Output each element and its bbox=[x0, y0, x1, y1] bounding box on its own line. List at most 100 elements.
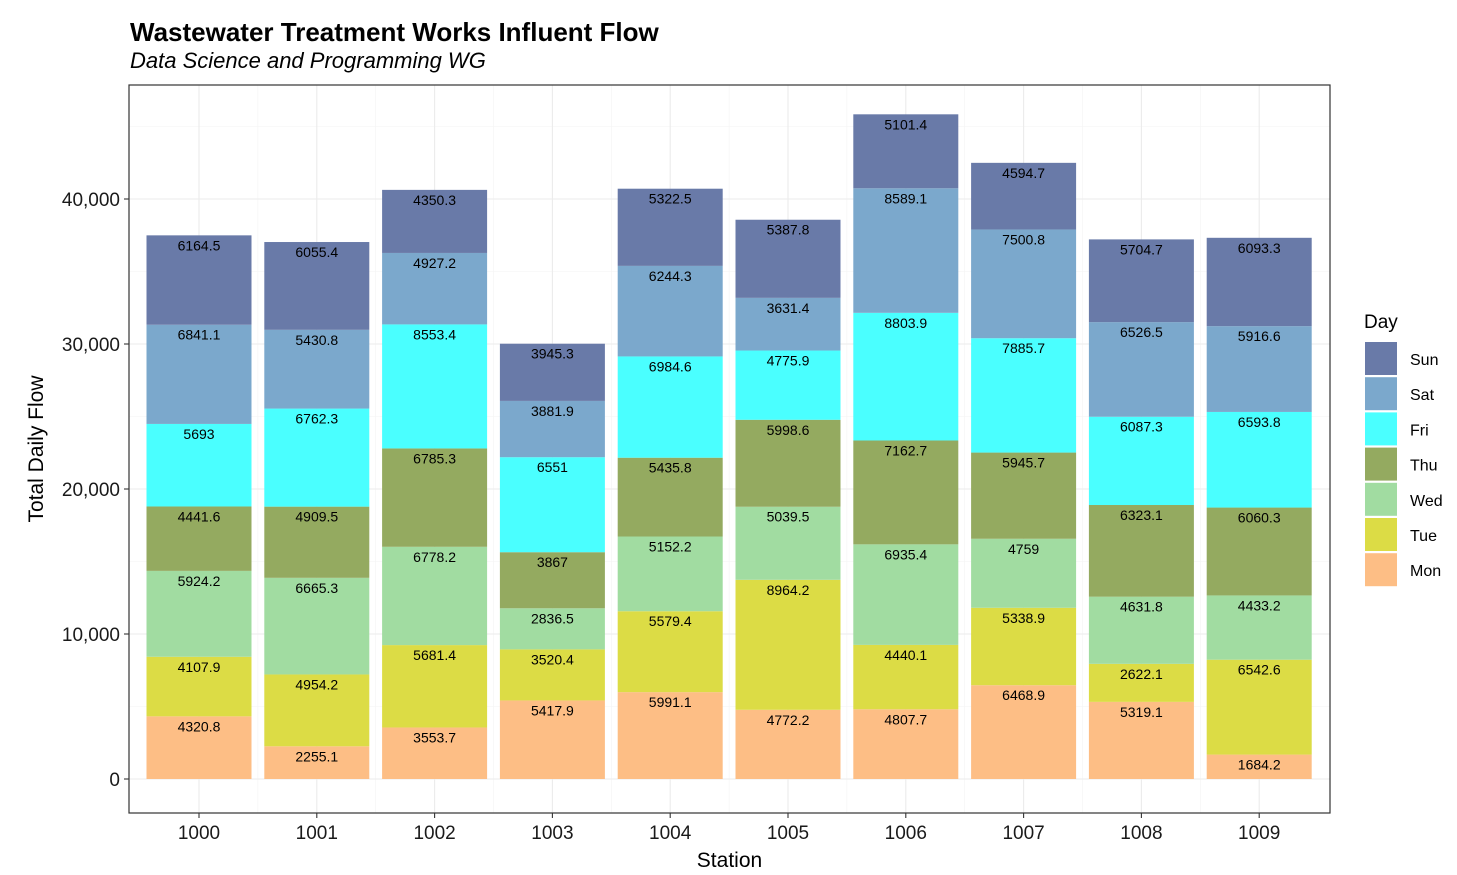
x-tick-label-1007: 1007 bbox=[1002, 823, 1044, 844]
data-label-mon-1002: 3553.7 bbox=[413, 729, 456, 745]
data-label-sat-1008: 6526.5 bbox=[1120, 324, 1163, 340]
data-label-sun-1000: 6164.5 bbox=[178, 237, 221, 253]
plot-panel-border bbox=[128, 84, 1331, 814]
legend-label-tue: Tue bbox=[1410, 528, 1437, 545]
x-tick-label-1003: 1003 bbox=[531, 823, 573, 844]
data-label-wed-1001: 6665.3 bbox=[295, 580, 338, 596]
bar-segment-wed-1003 bbox=[499, 608, 605, 650]
data-label-sat-1000: 6841.1 bbox=[178, 327, 221, 343]
bar-segment-sat-1000 bbox=[146, 324, 252, 424]
legend-label-wed: Wed bbox=[1410, 493, 1443, 510]
data-label-mon-1009: 1684.2 bbox=[1238, 757, 1281, 773]
legend-key-thu bbox=[1365, 447, 1397, 481]
bar-segment-mon-1008 bbox=[1088, 701, 1194, 779]
bar-segment-sat-1006 bbox=[853, 188, 959, 313]
bar-segment-sun-1009 bbox=[1206, 237, 1312, 327]
bar-segment-sat-1001 bbox=[264, 329, 370, 409]
data-label-tue-1002: 5681.4 bbox=[413, 647, 456, 663]
data-label-wed-1004: 5152.2 bbox=[649, 539, 692, 555]
data-label-wed-1009: 4433.2 bbox=[1238, 597, 1281, 613]
y-axis-title: Total Daily Flow bbox=[25, 375, 48, 523]
bar-segment-mon-1000 bbox=[146, 716, 252, 779]
x-tick-label-1004: 1004 bbox=[649, 823, 692, 844]
data-label-wed-1007: 4759 bbox=[1008, 541, 1039, 557]
data-label-mon-1004: 5991.1 bbox=[649, 694, 692, 710]
data-label-wed-1006: 6935.4 bbox=[884, 546, 927, 562]
data-label-sat-1009: 5916.6 bbox=[1238, 328, 1281, 344]
data-label-thu-1004: 5435.8 bbox=[649, 460, 692, 476]
y-tick-label: 40,000 bbox=[62, 190, 120, 211]
data-label-mon-1005: 4772.2 bbox=[767, 712, 810, 728]
bar-segment-fri-1005 bbox=[735, 350, 841, 420]
bar-segment-sat-1009 bbox=[1206, 326, 1312, 412]
data-label-mon-1008: 5319.1 bbox=[1120, 704, 1163, 720]
y-axis: 0 10,000 20,000 30,000 40,000 bbox=[62, 190, 129, 791]
bar-segment-mon-1003 bbox=[499, 700, 605, 779]
legend-key-sat bbox=[1365, 377, 1397, 411]
bar-segment-mon-1006 bbox=[853, 709, 959, 779]
data-label-thu-1007: 5945.7 bbox=[1002, 455, 1045, 471]
bar-segment-fri-1004 bbox=[617, 356, 723, 458]
bar-segment-thu-1004 bbox=[617, 457, 723, 537]
bar-segment-tue-1004 bbox=[617, 611, 723, 693]
bar-segment-wed-1008 bbox=[1088, 596, 1194, 664]
bar-segment-mon-1009 bbox=[1206, 754, 1312, 779]
data-label-thu-1000: 4441.6 bbox=[178, 508, 221, 524]
bar-segment-fri-1003 bbox=[499, 457, 605, 553]
bar-segment-fri-1001 bbox=[264, 408, 370, 507]
legend-label-thu: Thu bbox=[1410, 458, 1438, 475]
bar-segment-mon-1005 bbox=[735, 709, 841, 779]
bar-segment-sat-1003 bbox=[499, 400, 605, 458]
data-label-wed-1000: 5924.2 bbox=[178, 573, 221, 589]
bar-segment-sun-1001 bbox=[264, 242, 370, 330]
data-label-tue-1004: 5579.4 bbox=[649, 613, 692, 629]
data-label-thu-1003: 3867 bbox=[537, 554, 568, 570]
chart-subtitle: Data Science and Programming WG bbox=[130, 48, 486, 73]
bar-segment-wed-1006 bbox=[853, 544, 959, 645]
bar-segment-sun-1000 bbox=[146, 235, 252, 325]
bar-segment-thu-1001 bbox=[264, 506, 370, 578]
bar-segment-mon-1002 bbox=[382, 727, 488, 779]
data-label-fri-1000: 5693 bbox=[183, 426, 214, 442]
bar-segment-fri-1009 bbox=[1206, 411, 1312, 508]
bar-segment-sun-1008 bbox=[1088, 239, 1194, 323]
bar-segment-sun-1004 bbox=[617, 188, 723, 266]
data-label-thu-1002: 6785.3 bbox=[413, 450, 456, 466]
legend-label-sat: Sat bbox=[1410, 387, 1435, 404]
data-label-mon-1001: 2255.1 bbox=[295, 748, 338, 764]
x-tick-label-1009: 1009 bbox=[1238, 823, 1280, 844]
data-label-sun-1008: 5704.7 bbox=[1120, 241, 1163, 257]
data-label-sat-1002: 4927.2 bbox=[413, 255, 456, 271]
y-tick-label: 10,000 bbox=[62, 625, 120, 646]
data-label-sat-1001: 5430.8 bbox=[295, 332, 338, 348]
bar-segment-tue-1001 bbox=[264, 674, 370, 747]
data-label-tue-1005: 8964.2 bbox=[767, 582, 810, 598]
legend-title: Day bbox=[1364, 312, 1398, 333]
bar-segment-wed-1002 bbox=[382, 546, 488, 646]
data-label-thu-1008: 6323.1 bbox=[1120, 507, 1163, 523]
data-label-sun-1007: 4594.7 bbox=[1002, 165, 1045, 181]
chart-title: Wastewater Treatment Works Influent Flow bbox=[130, 17, 660, 47]
y-tick-label: 30,000 bbox=[62, 335, 120, 356]
x-tick-label-1006: 1006 bbox=[885, 823, 927, 844]
data-label-sun-1005: 5387.8 bbox=[767, 222, 810, 238]
bar-segment-wed-1005 bbox=[735, 506, 841, 580]
bar-segment-sun-1007 bbox=[971, 162, 1077, 230]
data-label-fri-1008: 6087.3 bbox=[1120, 419, 1163, 435]
legend-label-sun: Sun bbox=[1410, 352, 1438, 369]
data-label-fri-1002: 8553.4 bbox=[413, 326, 456, 342]
data-label-wed-1002: 6778.2 bbox=[413, 549, 456, 565]
bar-segment-mon-1007 bbox=[971, 685, 1077, 779]
data-label-thu-1005: 5998.6 bbox=[767, 422, 810, 438]
data-label-tue-1003: 3520.4 bbox=[531, 651, 574, 667]
data-label-mon-1006: 4807.7 bbox=[884, 711, 927, 727]
data-label-sat-1004: 6244.3 bbox=[649, 268, 692, 284]
data-label-fri-1004: 6984.6 bbox=[649, 358, 692, 374]
y-tick-label: 20,000 bbox=[62, 480, 120, 501]
data-label-wed-1005: 5039.5 bbox=[767, 509, 810, 525]
bar-segment-wed-1001 bbox=[264, 577, 370, 675]
data-label-sat-1005: 3631.4 bbox=[767, 300, 810, 316]
data-label-tue-1008: 2622.1 bbox=[1120, 666, 1163, 682]
data-label-fri-1009: 6593.8 bbox=[1238, 414, 1281, 430]
data-label-fri-1001: 6762.3 bbox=[295, 411, 338, 427]
